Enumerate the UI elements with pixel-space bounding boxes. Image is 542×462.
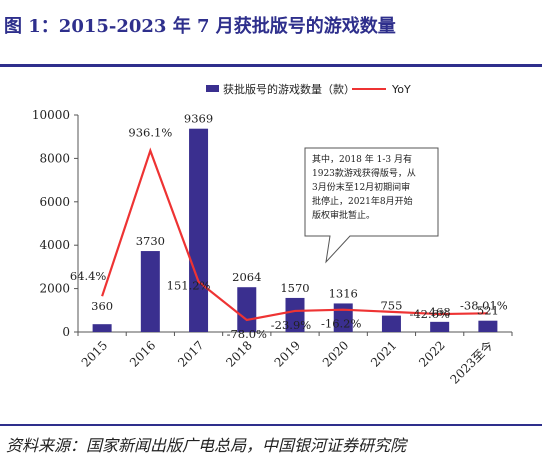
callout-line: 其中，2018 年 1-3 月有	[312, 153, 412, 165]
x-tick-label: 2022	[416, 338, 447, 369]
x-tick-label: 2020	[320, 338, 351, 369]
bar-value-label: 468	[429, 305, 451, 319]
yoy-value-label: -23.9%	[271, 318, 311, 332]
bar-value-label: 521	[477, 304, 499, 318]
x-tick-label: 2021	[368, 338, 399, 369]
y-tick-label: 6000	[39, 195, 70, 209]
bar-series	[92, 128, 498, 332]
yoy-value-label: -42.6%	[409, 307, 449, 321]
callout-line: 1923款游戏获得版号，从	[312, 167, 416, 179]
bar	[381, 315, 401, 332]
yoy-value-label: -78.0%	[227, 327, 267, 341]
bar-value-label: 9369	[184, 112, 213, 126]
y-tick-label: 10000	[32, 108, 70, 122]
x-tick-label: 2017	[175, 338, 206, 369]
chart-axes: 0 2000 4000 6000 8000 10000 2015 2016 2017 2018 20…	[32, 108, 513, 387]
yoy-value-label: 151.2%	[167, 279, 211, 293]
y-tick-label: 0	[62, 325, 70, 339]
bar-value-label: 3730	[136, 234, 165, 248]
bar	[189, 128, 209, 332]
bar	[430, 321, 450, 332]
yoy-series	[101, 147, 488, 322]
bar-value-label: 755	[380, 299, 402, 313]
yoy-value-label: 64.4%	[70, 269, 107, 283]
callout-box: 其中，2018 年 1-3 月有 1923款游戏获得版号，从 3月份末至12月初期间…	[304, 147, 439, 264]
legend: 获批版号的游戏数量（款） YoY	[206, 82, 411, 96]
yoy-line	[101, 147, 488, 322]
legend-line-label: YoY	[391, 83, 411, 96]
x-tick-label: 2018	[223, 338, 254, 369]
x-tick-label: 2019	[272, 338, 303, 369]
callout-line: 3月份末至12月初期间审	[312, 181, 410, 193]
bar-value-label: 2064	[232, 270, 261, 284]
bar-value-label: 360	[91, 299, 113, 313]
bar	[92, 324, 112, 332]
y-tick-label: 4000	[39, 238, 70, 252]
data-labels: 360 3730 9369 2064 1570 1316 755 468 521 64.4% 936…	[70, 112, 508, 341]
figure-title: 图 1：2015-2023 年 7 月获批版号的游戏数量	[4, 16, 396, 37]
bar	[140, 251, 160, 332]
legend-bar-swatch	[206, 85, 219, 92]
x-tick-label: 2023至今	[447, 338, 496, 387]
bar	[237, 287, 257, 332]
bottom-divider	[0, 424, 542, 426]
y-tick-label: 2000	[39, 282, 70, 296]
bar-value-label: 1316	[329, 286, 358, 300]
source-note: 资料来源：国家新闻出版广电总局，中国银河证券研究院	[6, 436, 407, 455]
yoy-value-label: 936.1%	[128, 126, 172, 140]
bar-value-label: 1570	[280, 281, 309, 295]
legend-bar-label: 获批版号的游戏数量（款）	[223, 82, 355, 96]
yoy-value-label: -38.01%	[460, 298, 508, 312]
bar	[478, 320, 498, 332]
callout-bubble	[304, 147, 439, 264]
x-tick-label: 2015	[79, 338, 110, 369]
bar	[285, 297, 305, 332]
y-tick-label: 8000	[39, 151, 70, 165]
top-divider	[0, 64, 542, 67]
callout-line: 版权审批暂止。	[312, 209, 375, 221]
x-tick-label: 2016	[127, 338, 158, 369]
callout-line: 批停止，2021年8月开始	[312, 195, 413, 207]
yoy-value-label: -16.2%	[321, 317, 361, 331]
